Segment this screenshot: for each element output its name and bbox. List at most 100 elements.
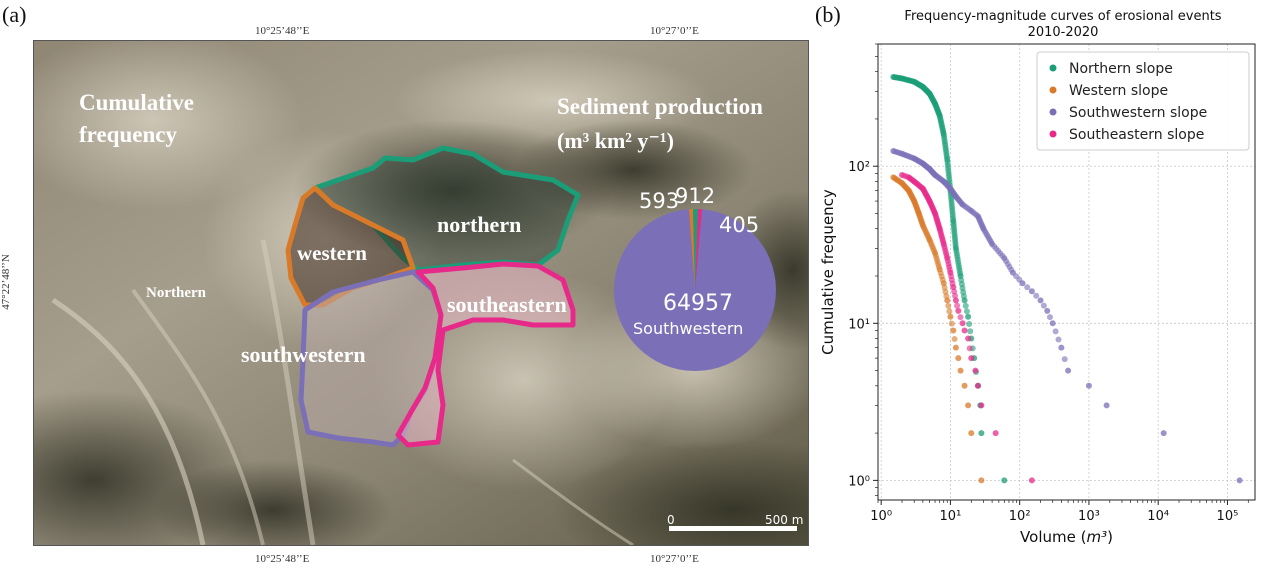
data-point [952, 344, 959, 351]
x-tick-label: 10⁴ [1147, 509, 1169, 524]
x-tick-label: 10⁰ [870, 509, 892, 524]
data-point [965, 335, 972, 342]
frequency-magnitude-chart: Frequency-magnitude curves of erosional … [819, 9, 1256, 546]
data-point [965, 402, 972, 409]
data-point [1028, 288, 1035, 295]
data-point [974, 382, 981, 389]
data-point [978, 477, 985, 484]
series-western-slope [890, 174, 985, 484]
x-tick-label: 10¹ [940, 509, 962, 524]
chart-title: Frequency-magnitude curves of erosional … [904, 9, 1221, 24]
data-point [1055, 336, 1062, 343]
data-point [1052, 328, 1059, 335]
data-point [954, 302, 961, 309]
legend-label: Northern slope [1069, 61, 1173, 77]
scale-bar-start: 0 [667, 513, 675, 527]
data-point [957, 367, 964, 374]
pie-slice-southeastern [695, 209, 702, 290]
data-point [1019, 280, 1026, 287]
data-point [1065, 367, 1072, 374]
series-southwestern-slope [890, 148, 1243, 484]
data-point [961, 382, 968, 389]
legend-label: Southwestern slope [1069, 105, 1207, 121]
legend-marker [1049, 108, 1057, 116]
coord-top-left: 10°25’48’’E [255, 25, 310, 37]
aerial-map: Cumulative frequency Sediment production… [33, 40, 809, 546]
legend-label: Southeastern slope [1069, 127, 1204, 143]
legend-marker [1049, 130, 1057, 138]
coord-bottom-right: 10°27’0’’E [650, 553, 699, 565]
data-point [966, 321, 973, 328]
data-point [947, 313, 954, 320]
data-point [1044, 307, 1051, 314]
x-tick-label: 10² [1009, 509, 1031, 524]
y-tick-label: 10⁰ [848, 474, 870, 489]
data-point [952, 297, 959, 304]
data-point [968, 430, 975, 437]
data-point [961, 297, 968, 304]
data-point [957, 314, 964, 321]
data-point [966, 345, 973, 352]
sediment-production-units: (m³ km² y⁻¹) [557, 128, 674, 153]
data-point [967, 328, 974, 335]
data-point [955, 355, 962, 362]
data-point [1001, 477, 1008, 484]
data-point [1236, 477, 1243, 484]
data-point [951, 336, 958, 343]
data-point [955, 307, 962, 314]
y-tick-label: 10² [848, 160, 870, 175]
coord-left: 47°22’48’’N [0, 254, 12, 310]
data-point [1046, 314, 1053, 321]
data-point [1033, 292, 1040, 299]
chart-subtitle: 2010-2020 [1028, 25, 1099, 40]
series-northern-slope [890, 73, 1008, 484]
data-point [1103, 402, 1110, 409]
region-southeastern-outline [395, 261, 576, 448]
chart-points [890, 73, 1243, 484]
scale-bar-end: 500 m [765, 513, 803, 527]
data-point [963, 308, 970, 315]
data-point [944, 297, 951, 304]
cumulative-frequency-line1: Cumulative [79, 90, 194, 115]
data-point [992, 430, 999, 437]
pie-label-593: 593 [639, 189, 679, 213]
label-western: western [297, 241, 367, 265]
pie-label-405: 405 [719, 213, 759, 237]
data-point [959, 320, 966, 327]
label-northern: northern [437, 212, 521, 237]
x-axis-label: Volume (m³) [1020, 528, 1113, 546]
data-point [965, 313, 972, 320]
y-axis-label: Cumulative frequency [819, 189, 837, 355]
data-point [968, 355, 975, 362]
data-point [978, 402, 985, 409]
chart-legend: Northern slope Western slope Southwestern … [1036, 51, 1250, 151]
data-point [1037, 297, 1044, 304]
data-point [1061, 356, 1068, 363]
coord-top-right: 10°27’0’’E [650, 25, 699, 37]
legend-box [1036, 51, 1250, 151]
series-southeastern-slope [899, 171, 1035, 484]
x-axis-label-unit: m³ [1086, 528, 1107, 546]
x-tick-label: 10³ [1078, 509, 1100, 524]
panel-label-b: (b) [815, 2, 841, 27]
label-northern-small: Northern [146, 285, 207, 301]
pie-label-southwestern: Southwestern [633, 319, 743, 338]
data-point [1085, 382, 1092, 389]
data-point [945, 302, 952, 309]
label-southwestern: southwestern [241, 342, 366, 367]
scale-bar: 0 500 m [667, 513, 803, 531]
chart-ticks: 10⁰ 10¹ 10² 10³ 10⁴ 10⁵ 10⁰ 10¹ 10² [848, 43, 1249, 524]
legend-marker [1049, 86, 1057, 94]
pie-label-64957: 64957 [663, 291, 733, 316]
pie-label-912: 912 [675, 184, 715, 208]
coord-bottom-left: 10°25’48’’E [255, 553, 310, 565]
data-point [1040, 302, 1047, 309]
x-tick-label: 10⁵ [1217, 509, 1239, 524]
sediment-production-title: Sediment production [557, 94, 763, 119]
data-point [948, 320, 955, 327]
data-point [950, 327, 957, 334]
y-tick-label: 10¹ [848, 317, 870, 332]
data-point [962, 302, 969, 309]
data-point [972, 367, 979, 374]
panel-label-a: (a) [2, 2, 27, 27]
